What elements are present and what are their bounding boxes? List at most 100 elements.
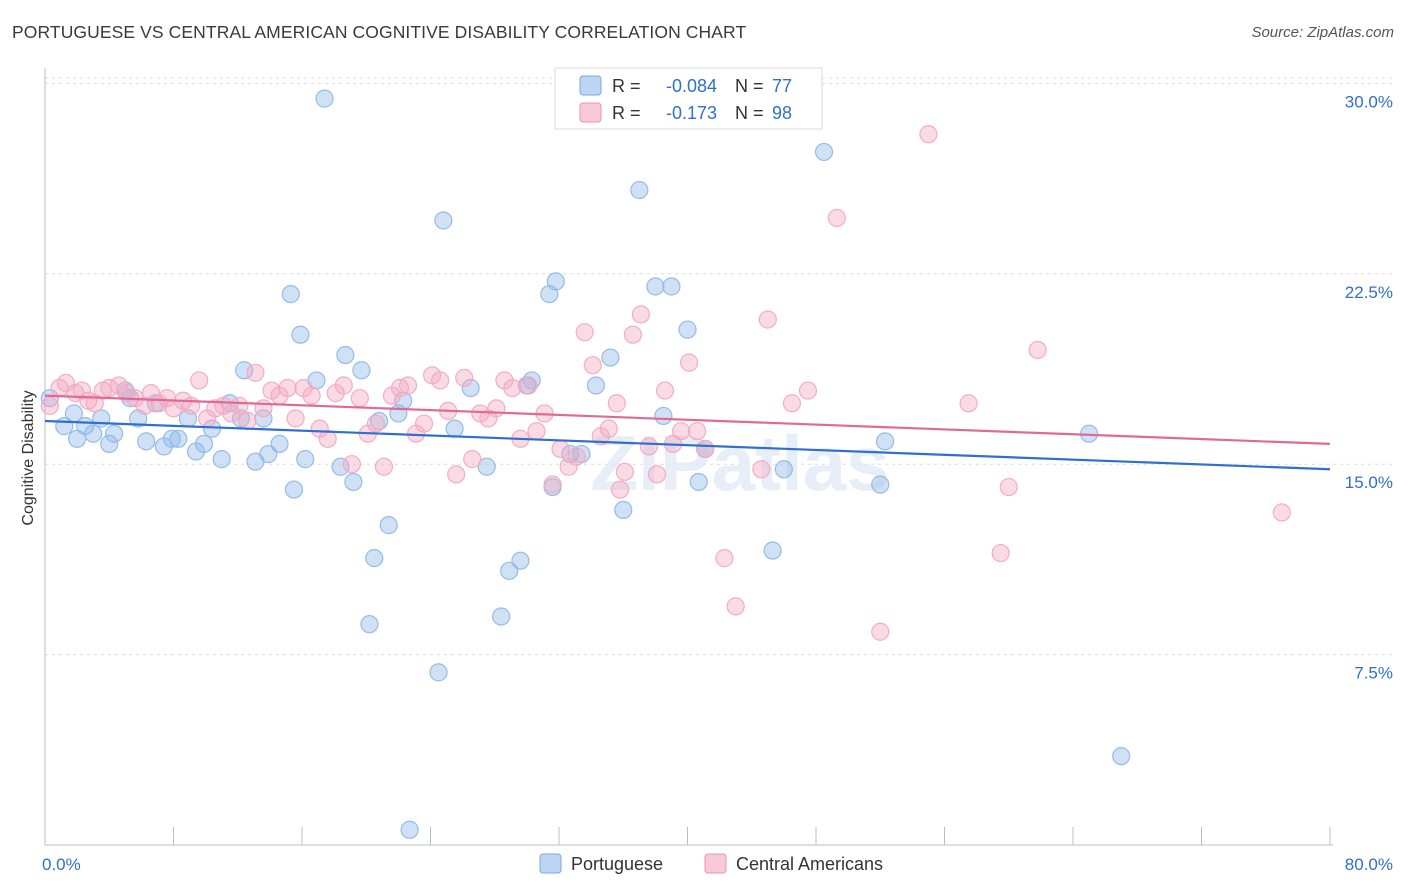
point-0-47 — [434, 211, 453, 230]
stats-n-label-central-americans: N = — [735, 103, 764, 123]
point-1-92 — [991, 543, 1010, 563]
point-1-41 — [366, 414, 385, 433]
point-1-60 — [519, 376, 538, 395]
stats-legend: R = -0.084 N = 77 R = -0.173 N = 98 — [554, 67, 823, 130]
point-1-39 — [350, 389, 369, 408]
point-1-37 — [334, 376, 353, 395]
point-1-61 — [527, 422, 546, 441]
series-portuguese — [40, 89, 1131, 839]
stats-r-value-central-americans: -0.173 — [666, 103, 717, 123]
y-tick-labels: 7.5% 15.0% 22.5% 30.0% — [1345, 92, 1393, 682]
point-0-42 — [379, 516, 398, 535]
x-tick-label-1: 80.0% — [1345, 855, 1393, 874]
point-0-24 — [235, 361, 254, 380]
point-0-28 — [270, 434, 289, 453]
trend-line-portuguese — [44, 419, 1331, 471]
point-1-56 — [487, 399, 506, 418]
point-0-77 — [1112, 747, 1131, 766]
point-1-94 — [1028, 340, 1047, 360]
point-0-29 — [281, 285, 300, 304]
point-0-7 — [100, 434, 119, 453]
point-1-85 — [758, 310, 777, 329]
point-0-50 — [477, 457, 496, 476]
point-1-68 — [583, 356, 602, 375]
point-1-88 — [827, 208, 846, 228]
point-0-72 — [774, 460, 793, 479]
watermark: ZIPatlas — [590, 419, 889, 507]
point-1-45 — [398, 376, 418, 395]
point-0-53 — [511, 551, 530, 570]
point-1-4 — [72, 381, 92, 400]
point-1-49 — [431, 371, 450, 390]
tick-marks — [44, 827, 1331, 845]
point-1-19 — [190, 371, 209, 390]
point-1-25 — [238, 411, 257, 431]
point-1-35 — [318, 429, 337, 448]
point-0-45 — [400, 820, 419, 839]
point-0-73 — [814, 142, 834, 162]
point-0-19 — [194, 434, 214, 453]
point-0-49 — [461, 378, 480, 398]
stats-r-label-central-americans: R = — [612, 103, 641, 123]
trend-line-central-americans — [44, 394, 1331, 445]
point-1-82 — [696, 439, 715, 459]
legend-label-central-americans: Central Americans — [736, 854, 883, 874]
point-1-33 — [302, 386, 321, 405]
point-0-68 — [678, 320, 697, 339]
x-tick-labels: 0.0% 80.0% — [42, 855, 1393, 874]
point-1-0 — [40, 396, 59, 415]
stats-swatch-portuguese — [579, 75, 602, 96]
data-series — [40, 89, 1291, 839]
point-0-30 — [284, 480, 304, 499]
y-tick-label-2: 22.5% — [1345, 283, 1393, 302]
point-1-91 — [959, 394, 978, 413]
point-0-69 — [689, 472, 708, 492]
stats-swatch-central-americans — [579, 102, 602, 123]
point-0-35 — [331, 457, 350, 476]
point-0-38 — [352, 361, 371, 380]
legend-swatch-central-americans — [704, 853, 727, 874]
point-0-51 — [492, 607, 511, 626]
y-tick-label-0: 7.5% — [1354, 664, 1393, 683]
chart-source: Source: ZipAtlas.com — [1251, 24, 1394, 41]
y-tick-label-1: 15.0% — [1345, 473, 1393, 492]
series-legend: Portuguese Central Americans — [539, 853, 883, 874]
stats-n-value-portuguese: 77 — [772, 76, 792, 96]
point-1-67 — [575, 323, 594, 342]
point-1-53 — [463, 450, 482, 469]
point-1-90 — [919, 125, 938, 144]
point-1-79 — [671, 422, 691, 441]
point-1-74 — [631, 305, 651, 324]
point-0-8 — [104, 424, 124, 443]
point-0-58 — [546, 272, 565, 291]
point-1-58 — [503, 378, 522, 398]
point-1-47 — [414, 414, 434, 433]
point-0-62 — [601, 348, 620, 367]
point-1-72 — [615, 462, 634, 481]
y-axis-label: Cognitive Disability — [20, 390, 37, 525]
point-1-70 — [599, 419, 618, 438]
point-1-77 — [655, 381, 675, 400]
point-0-36 — [336, 345, 355, 365]
point-0-16 — [169, 429, 188, 448]
series-central-americans — [40, 125, 1291, 641]
point-0-74 — [871, 475, 890, 494]
stats-r-label-portuguese: R = — [612, 76, 641, 96]
point-0-55 — [522, 371, 541, 390]
point-0-60 — [572, 444, 591, 464]
y-tick-label-3: 30.0% — [1345, 92, 1393, 111]
point-0-39 — [360, 615, 379, 634]
point-1-96 — [752, 460, 771, 479]
point-1-63 — [543, 475, 562, 494]
point-1-66 — [567, 447, 586, 466]
point-0-32 — [296, 450, 315, 469]
point-1-76 — [647, 465, 667, 484]
point-1-42 — [374, 457, 394, 476]
point-0-37 — [344, 472, 363, 492]
point-1-73 — [623, 325, 642, 344]
point-0-75 — [875, 432, 895, 451]
point-0-15 — [162, 429, 181, 448]
point-0-5 — [84, 424, 103, 443]
point-0-65 — [646, 277, 665, 296]
